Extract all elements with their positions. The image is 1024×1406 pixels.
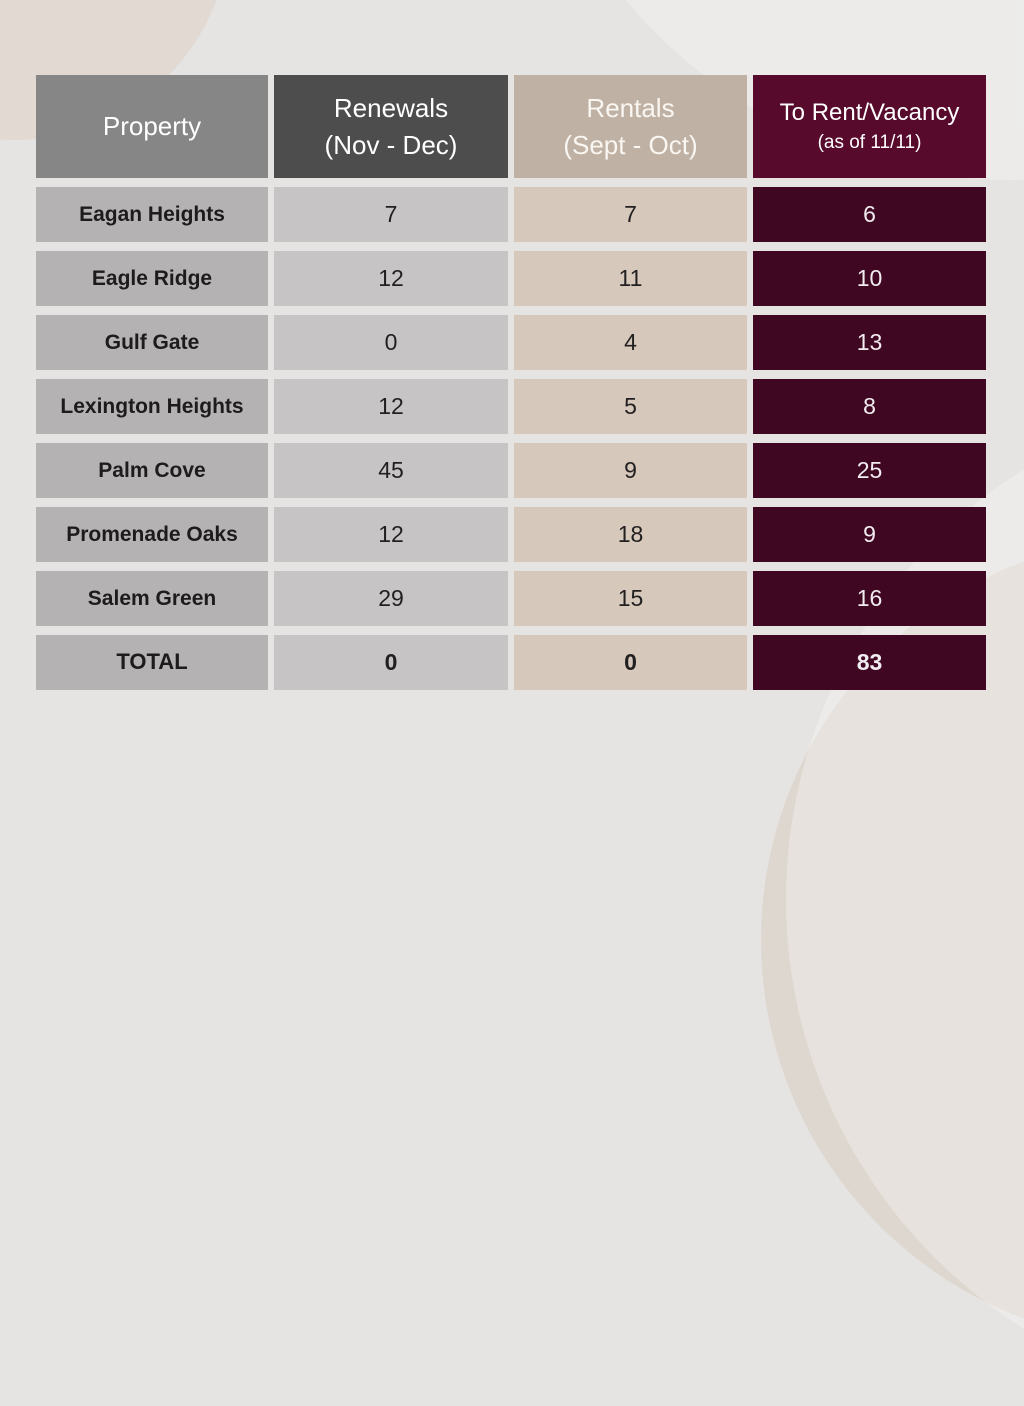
header-rentals-label: Rentals: [586, 92, 675, 123]
cell-rentals: 4: [514, 315, 747, 370]
cell-vacancy: 9: [753, 507, 986, 562]
header-vacancy-label: To Rent/Vacancy: [779, 99, 960, 127]
row-property-name: Palm Cove: [36, 443, 268, 498]
cell-vacancy: 16: [753, 571, 986, 626]
row-property-name: Lexington Heights: [36, 379, 268, 434]
cell-renewals: 7: [274, 187, 508, 242]
row-property-name: Promenade Oaks: [36, 507, 268, 562]
total-cell-vacancy: 83: [753, 635, 986, 690]
cell-vacancy: 25: [753, 443, 986, 498]
cell-rentals: 7: [514, 187, 747, 242]
header-renewals: Renewals (Nov - Dec): [274, 75, 508, 178]
total-cell-rentals: 0: [514, 635, 747, 690]
row-property-name: Eagan Heights: [36, 187, 268, 242]
cell-renewals: 12: [274, 507, 508, 562]
header-renewals-subtitle: (Nov - Dec): [324, 129, 458, 160]
cell-renewals: 45: [274, 443, 508, 498]
header-property-label: Property: [102, 111, 202, 142]
cell-rentals: 18: [514, 507, 747, 562]
header-rentals-subtitle: (Sept - Oct): [563, 129, 698, 160]
property-table: Property Renewals (Nov - Dec) Rentals (S…: [36, 75, 988, 690]
cell-renewals: 29: [274, 571, 508, 626]
cell-vacancy: 10: [753, 251, 986, 306]
cell-rentals: 9: [514, 443, 747, 498]
row-property-name: Gulf Gate: [36, 315, 268, 370]
total-cell-renewals: 0: [274, 635, 508, 690]
cell-renewals: 12: [274, 379, 508, 434]
cell-vacancy: 8: [753, 379, 986, 434]
cell-vacancy: 6: [753, 187, 986, 242]
cell-rentals: 11: [514, 251, 747, 306]
cell-vacancy: 13: [753, 315, 986, 370]
header-vacancy-subtitle: (as of 11/11): [817, 132, 922, 154]
row-property-name: Salem Green: [36, 571, 268, 626]
header-vacancy: To Rent/Vacancy (as of 11/11): [753, 75, 986, 178]
header-rentals: Rentals (Sept - Oct): [514, 75, 747, 178]
cell-rentals: 15: [514, 571, 747, 626]
header-property: Property: [36, 75, 268, 178]
header-renewals-label: Renewals: [333, 92, 449, 123]
row-property-name: Eagle Ridge: [36, 251, 268, 306]
cell-renewals: 12: [274, 251, 508, 306]
cell-renewals: 0: [274, 315, 508, 370]
cell-rentals: 5: [514, 379, 747, 434]
total-row-label: TOTAL: [36, 635, 268, 690]
